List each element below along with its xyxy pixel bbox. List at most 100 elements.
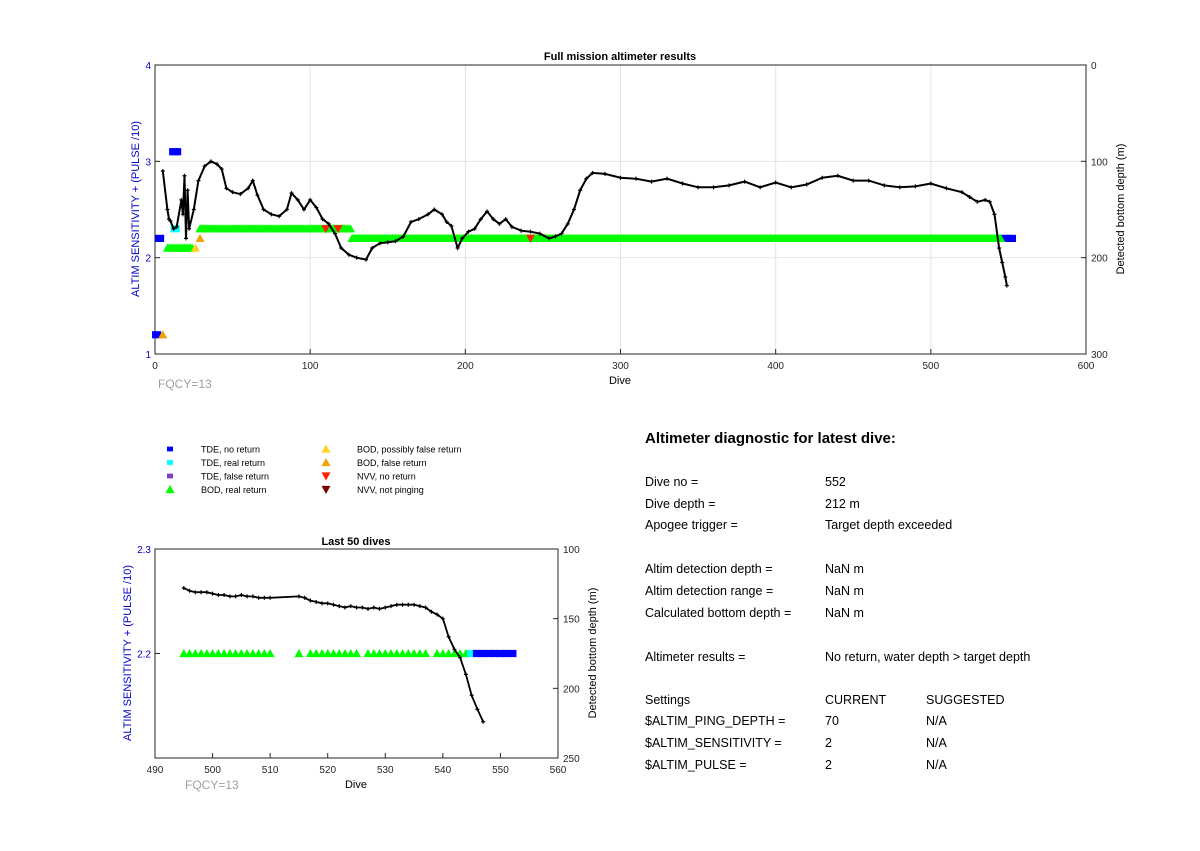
bottom-depth-point xyxy=(160,168,165,173)
bottom-depth-point xyxy=(302,595,307,600)
bod-real-returnmarker xyxy=(340,649,350,658)
bottom-depth-line xyxy=(161,160,1008,286)
bod-real-returnmarker xyxy=(334,649,344,658)
legend: TDE, no return TDE, real return TDE, false… xyxy=(165,444,462,495)
bottom-depth-point xyxy=(196,178,201,183)
bottom-depth-point xyxy=(727,183,732,188)
bottom-depth-point xyxy=(665,176,670,181)
bottom-depth-point xyxy=(202,164,207,169)
legend-marker xyxy=(321,472,331,481)
bod-real-returnmarker xyxy=(294,649,304,658)
legend-label: BOD, possibly false return xyxy=(357,445,462,455)
y-right-tick-label: 300 xyxy=(1091,350,1108,361)
bottom-depth-point xyxy=(432,207,437,212)
bottom-depth-point xyxy=(491,217,496,222)
legend-marker xyxy=(167,460,173,465)
bottom-depth-point xyxy=(261,207,266,212)
bottom-depth-point xyxy=(463,672,468,677)
bottom-depth-point xyxy=(255,193,260,198)
bottom-depth-point xyxy=(416,217,421,222)
diag-value: No return, water depth > target depth xyxy=(825,650,1031,664)
legend-label: TDE, false return xyxy=(201,472,269,482)
y-right-tick-label: 250 xyxy=(563,754,580,765)
bottom-depth-point xyxy=(565,221,570,226)
legend-label: TDE, real return xyxy=(201,458,265,468)
tde-no-returnmarker xyxy=(495,649,505,658)
x-tick-label: 560 xyxy=(550,765,567,776)
diag-value: Target depth exceeded xyxy=(825,518,953,532)
bottom-depth-point xyxy=(928,181,933,186)
x-tick-label: 0 xyxy=(152,361,158,372)
bottom-depth-point xyxy=(262,595,267,600)
bottom-depth-point xyxy=(475,707,480,712)
legend-marker xyxy=(167,473,173,479)
diag-label: Altim detection depth = xyxy=(645,562,773,576)
bod-real-returnmarker xyxy=(363,649,373,658)
bottom-depth-point xyxy=(959,190,964,195)
legend-label: TDE, no return xyxy=(201,445,260,455)
top-chart-y-left-ticks: 1 2 3 4 xyxy=(145,61,160,361)
legend-marker xyxy=(167,446,173,452)
bottom-depth-point xyxy=(246,186,251,191)
bottom-depth-point xyxy=(377,606,382,611)
bottom-depth-point xyxy=(866,178,871,183)
top-chart: Full mission altimeter results 0 100 200 30… xyxy=(130,51,1127,391)
diag-label: Altimeter results = xyxy=(645,650,746,664)
bottom-depth-point xyxy=(835,173,840,178)
diag-value: 552 xyxy=(825,475,846,489)
bottom-depth-point xyxy=(547,236,552,241)
bottom-depth-point xyxy=(296,594,301,599)
x-tick-label: 100 xyxy=(302,361,319,372)
bottom-depth-point xyxy=(370,246,375,251)
bottom-depth-point xyxy=(314,599,319,604)
bottom-depth-point xyxy=(983,197,988,202)
nvv-no-returnmarker xyxy=(321,225,331,234)
bottom-depth-point xyxy=(455,246,460,251)
bottom-depth-point xyxy=(804,182,809,187)
legend-marker xyxy=(321,444,331,453)
bottom-depth-point xyxy=(245,594,250,599)
setting-current: 2 xyxy=(825,758,832,772)
bottom-depth-point xyxy=(553,234,558,239)
bottom-chart: Last 50 dives 490 500 510 520 530 540 550 560 2… xyxy=(122,536,599,792)
bottom-depth-point xyxy=(354,605,359,610)
bottom-depth-point xyxy=(239,592,244,597)
bottom-depth-point xyxy=(742,179,747,184)
top-chart-y-left-label: ALTIM SENSITIVITY + (PULSE /10) xyxy=(130,121,142,297)
bod-possibly-false-returnmarker xyxy=(190,243,200,252)
bottom-depth-point xyxy=(711,185,716,190)
bottom-depth-point xyxy=(181,586,186,591)
bod-real-returnmarker xyxy=(208,649,218,658)
bottom-depth-point xyxy=(412,602,417,607)
diagnostic-title: Altimeter diagnostic for latest dive: xyxy=(645,430,896,447)
bottom-depth-point xyxy=(417,604,422,609)
bottom-depth-point xyxy=(295,197,300,202)
bottom-depth-point xyxy=(1000,260,1005,265)
bottom-depth-point xyxy=(423,605,428,610)
diag-value: NaN m xyxy=(825,606,864,620)
legend-marker xyxy=(165,485,175,494)
bottom-depth-point xyxy=(277,214,282,219)
bottom-depth-point xyxy=(497,221,502,226)
bottom-depth-point xyxy=(1003,274,1008,279)
x-tick-label: 520 xyxy=(319,765,336,776)
legend-label: NVV, no return xyxy=(357,472,416,482)
bottom-depth-point xyxy=(210,591,215,596)
setting-current: 70 xyxy=(825,714,839,728)
top-chart-y-right-label: Detected bottom depth (m) xyxy=(1115,144,1127,275)
bottom-depth-point xyxy=(584,176,589,181)
y-right-tick-label: 0 xyxy=(1091,61,1097,72)
bottom-depth-point xyxy=(337,604,342,609)
y-right-tick-label: 150 xyxy=(563,615,580,626)
tde-real-returnmarker xyxy=(467,649,477,658)
x-tick-label: 400 xyxy=(767,361,784,372)
x-tick-label: 550 xyxy=(492,765,509,776)
setting-suggested: N/A xyxy=(926,758,947,772)
bottom-depth-point xyxy=(503,217,508,222)
bottom-depth-point xyxy=(174,224,179,229)
bottom-depth-point xyxy=(371,605,376,610)
bottom-chart-fqcy-label: FQCY=13 xyxy=(185,778,239,792)
bottom-depth-point xyxy=(789,185,794,190)
bottom-depth-point xyxy=(444,220,449,225)
bod-real-returnmarker xyxy=(375,649,385,658)
